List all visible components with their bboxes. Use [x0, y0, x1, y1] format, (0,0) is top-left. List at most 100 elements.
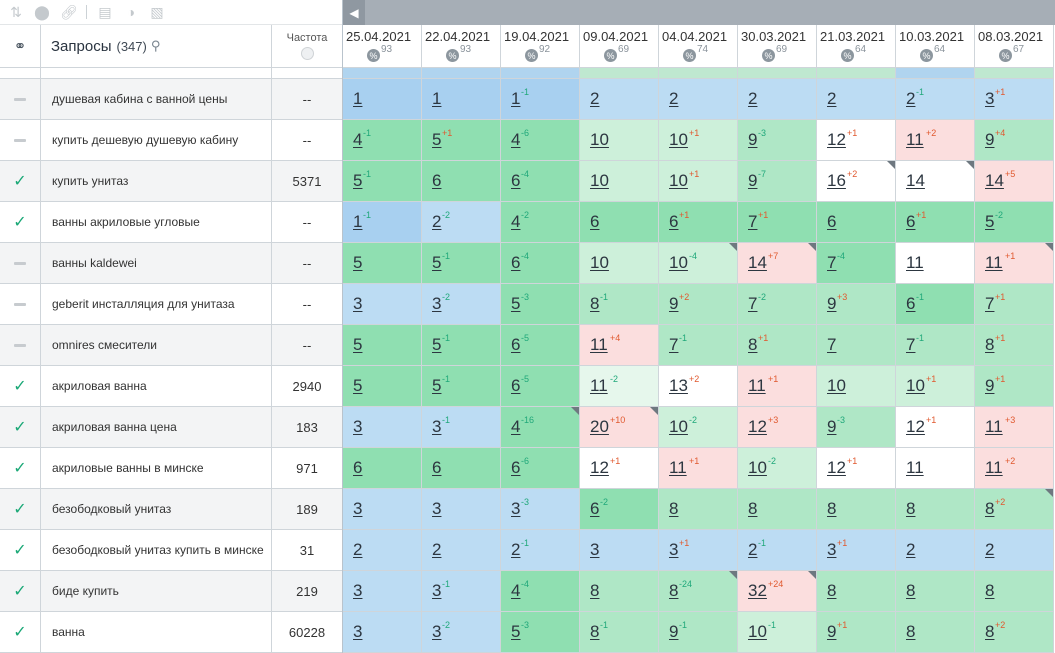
table-row[interactable]: ✓ ванны акриловые угловые --	[0, 202, 342, 243]
position-cell[interactable]: 5 -3	[501, 612, 580, 652]
date-column-header[interactable]: 21.03.2021% 64	[817, 25, 896, 67]
table-row[interactable]: omnires смесители --	[0, 325, 342, 366]
check-icon[interactable]: ✓	[13, 378, 27, 395]
position-cell[interactable]: 2 -1	[738, 530, 817, 570]
position-value[interactable]: 7	[985, 294, 995, 313]
position-cell[interactable]: 7 -2	[738, 284, 817, 324]
position-cell[interactable]: 3 -1	[422, 571, 501, 611]
position-value[interactable]: 20	[590, 417, 609, 436]
position-value[interactable]: 11	[590, 376, 608, 395]
position-cell[interactable]: 1 -1	[343, 202, 422, 242]
check-icon[interactable]: ✓	[13, 501, 27, 518]
check-icon[interactable]: ✓	[13, 419, 27, 436]
position-cell[interactable]: 5	[343, 243, 422, 283]
position-value[interactable]: 9	[827, 294, 837, 313]
position-cell[interactable]: 3	[343, 407, 422, 447]
row-status[interactable]: ✓	[0, 489, 41, 529]
position-value[interactable]: 6	[827, 212, 837, 231]
position-cell[interactable]: 20 +10	[580, 407, 659, 447]
position-value[interactable]: 3	[432, 581, 442, 600]
position-value[interactable]: 12	[748, 417, 767, 436]
position-value[interactable]: 8	[590, 294, 600, 313]
position-cell[interactable]: 2	[738, 79, 817, 119]
table-row[interactable]: ✓ акриловые ванны в минске 971	[0, 448, 342, 489]
position-cell[interactable]: 6 -5	[501, 325, 580, 365]
position-value[interactable]: 3	[353, 294, 363, 313]
position-cell[interactable]: 11 +2	[896, 120, 975, 160]
row-status[interactable]	[0, 243, 41, 283]
position-cell[interactable]: 12 +1	[896, 407, 975, 447]
position-cell[interactable]: 8	[580, 571, 659, 611]
position-value[interactable]: 8	[985, 581, 995, 600]
position-value[interactable]: 14	[985, 171, 1004, 190]
position-value[interactable]: 3	[432, 417, 442, 436]
position-cell[interactable]: 8 +1	[738, 325, 817, 365]
position-cell[interactable]: 8	[896, 489, 975, 529]
date-column-header[interactable]: 04.04.2021% 74	[659, 25, 738, 67]
query-text[interactable]: geberit инсталляция для унитаза	[41, 284, 272, 324]
position-cell[interactable]: 4 -4	[501, 571, 580, 611]
position-value[interactable]: 1	[511, 89, 521, 108]
position-cell[interactable]: 9 -1	[659, 612, 738, 652]
position-value[interactable]: 5	[985, 212, 995, 231]
percent-icon[interactable]: %	[762, 49, 775, 62]
row-status[interactable]	[0, 325, 41, 365]
position-value[interactable]: 8	[827, 581, 837, 600]
position-value[interactable]: 2	[906, 540, 916, 559]
position-value[interactable]: 11	[906, 253, 924, 272]
toggle-icon[interactable]: ⬤	[34, 3, 50, 20]
position-cell[interactable]: 9 +1	[975, 366, 1054, 406]
position-cell[interactable]: 10 -2	[738, 448, 817, 488]
position-value[interactable]: 5	[511, 294, 521, 313]
table-row[interactable]: ✓ акриловая ванна цена 183	[0, 407, 342, 448]
position-cell[interactable]: 4 -6	[501, 120, 580, 160]
query-text[interactable]: безободковый унитаз	[41, 489, 272, 529]
percent-icon[interactable]: %	[525, 49, 538, 62]
position-value[interactable]: 11	[590, 335, 608, 354]
query-text[interactable]: купить дешевую душевую кабину	[41, 120, 272, 160]
position-value[interactable]: 8	[906, 499, 916, 518]
position-cell[interactable]: 3 -2	[422, 612, 501, 652]
table-icon[interactable]: ▤	[98, 3, 112, 20]
position-cell[interactable]: 6 -2	[580, 489, 659, 529]
position-cell[interactable]: 6 -4	[501, 161, 580, 201]
position-value[interactable]: 8	[985, 335, 995, 354]
position-cell[interactable]: 2	[343, 530, 422, 570]
check-icon[interactable]: ✓	[13, 624, 27, 641]
position-value[interactable]: 2	[985, 540, 995, 559]
position-cell[interactable]: 3	[343, 284, 422, 324]
position-value[interactable]: 8	[827, 499, 837, 518]
position-cell[interactable]: 8	[896, 612, 975, 652]
position-cell[interactable]: 10	[817, 366, 896, 406]
row-status[interactable]: ✓	[0, 407, 41, 447]
position-value[interactable]: 7	[827, 335, 837, 354]
query-text[interactable]: акриловая ванна цена	[41, 407, 272, 447]
position-value[interactable]: 11	[985, 417, 1003, 436]
position-value[interactable]: 7	[906, 335, 916, 354]
position-cell[interactable]: 2 -2	[422, 202, 501, 242]
position-value[interactable]: 10	[590, 171, 609, 190]
position-cell[interactable]: 14 +5	[975, 161, 1054, 201]
position-cell[interactable]: 12 +1	[580, 448, 659, 488]
table-row[interactable]: ✓ безободковый унитаз купить в минске 31	[0, 530, 342, 571]
position-cell[interactable]: 11 +3	[975, 407, 1054, 447]
position-cell[interactable]: 11 +1	[738, 366, 817, 406]
position-value[interactable]: 11	[906, 458, 924, 477]
position-cell[interactable]: 3 +1	[975, 79, 1054, 119]
position-value[interactable]: 1	[353, 212, 363, 231]
position-value[interactable]: 5	[432, 335, 442, 354]
position-cell[interactable]: 7	[817, 325, 896, 365]
position-cell[interactable]: 11 -2	[580, 366, 659, 406]
position-cell[interactable]: 2	[422, 530, 501, 570]
position-cell[interactable]: 3	[343, 489, 422, 529]
position-value[interactable]: 8	[748, 499, 758, 518]
row-status[interactable]: ✓	[0, 530, 41, 570]
position-cell[interactable]: 32 +24	[738, 571, 817, 611]
position-cell[interactable]: 10	[580, 243, 659, 283]
position-value[interactable]: 3	[985, 89, 995, 108]
position-cell[interactable]: 5 +1	[422, 120, 501, 160]
check-icon[interactable]: ✓	[13, 583, 27, 600]
position-value[interactable]: 4	[511, 130, 521, 149]
position-value[interactable]: 4	[353, 130, 363, 149]
position-value[interactable]: 8	[748, 335, 758, 354]
